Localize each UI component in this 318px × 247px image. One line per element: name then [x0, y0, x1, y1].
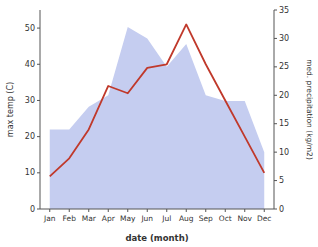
- axes: 0 10 20 30 40 50 0 5 10 15 20 25 30 35 Jan Feb Mar Apr May…: [25, 6, 289, 224]
- x-tick: [147, 209, 148, 212]
- x-axis-title: date (month): [125, 233, 188, 243]
- y2-tick-label: 5: [279, 176, 284, 185]
- x-tick: [127, 209, 128, 212]
- y2-tick: [274, 95, 277, 96]
- area: [50, 27, 265, 209]
- x-tick-label: Jul: [161, 214, 171, 223]
- x-tick: [244, 209, 245, 212]
- x-tick-label: Jan: [43, 214, 56, 223]
- y-tick-label: 10: [25, 168, 35, 177]
- y-tick: [37, 136, 40, 137]
- y2-tick-label: 0: [279, 205, 284, 214]
- y2-tick: [274, 209, 277, 210]
- x-tick-label: Feb: [63, 214, 77, 223]
- x-tick: [108, 209, 109, 212]
- y-tick-label: 20: [25, 132, 35, 141]
- x-tick: [166, 209, 167, 212]
- y2-tick: [274, 38, 277, 39]
- y-axis-title: max temp (C): [6, 82, 15, 137]
- y2-axis-line: [274, 10, 275, 209]
- y2-axis-title: med. precipitation (kg/m2): [305, 59, 314, 160]
- y-axis-line: [40, 10, 41, 209]
- y-tick-label: 40: [25, 60, 35, 69]
- y2-tick: [274, 123, 277, 124]
- y-tick: [37, 64, 40, 65]
- y2-tick: [274, 66, 277, 67]
- x-tick-label: Mar: [82, 214, 97, 223]
- y-tick-label: 30: [25, 96, 35, 105]
- line: [50, 24, 265, 176]
- x-axis-line: [40, 209, 274, 210]
- x-tick-label: Jun: [140, 214, 153, 223]
- y2-tick-label: 10: [279, 148, 289, 157]
- y-tick-label: 0: [30, 205, 35, 214]
- y-tick: [37, 172, 40, 173]
- plot-area: [50, 24, 265, 209]
- y2-tick-label: 35: [279, 6, 289, 15]
- x-tick-label: Dec: [257, 214, 272, 223]
- x-tick-label: Sep: [199, 214, 213, 223]
- y2-tick-label: 25: [279, 62, 289, 71]
- x-tick-label: Apr: [102, 214, 116, 223]
- x-tick: [225, 209, 226, 212]
- chart-container: 0 10 20 30 40 50 0 5 10 15 20 25 30 35 Jan Feb Mar Apr May…: [0, 0, 318, 247]
- y-tick-label: 50: [25, 24, 35, 33]
- x-tick: [69, 209, 70, 212]
- x-tick: [205, 209, 206, 212]
- x-tick: [186, 209, 187, 212]
- x-tick: [88, 209, 89, 212]
- x-tick: [49, 209, 50, 212]
- x-tick: [264, 209, 265, 212]
- x-tick-label: Oct: [219, 214, 232, 223]
- chart: 0 10 20 30 40 50 0 5 10 15 20 25 30 35 Jan Feb Mar Apr May…: [0, 0, 318, 247]
- y2-tick: [274, 152, 277, 153]
- y2-tick-label: 15: [279, 119, 289, 128]
- x-tick-label: May: [120, 214, 136, 223]
- y2-tick-label: 30: [279, 34, 289, 43]
- x-tick-label: Nov: [237, 214, 252, 223]
- y2-tick-label: 20: [279, 91, 289, 100]
- y-tick: [37, 28, 40, 29]
- y2-tick: [274, 180, 277, 181]
- x-tick-label: Aug: [179, 214, 194, 223]
- y2-tick: [274, 10, 277, 11]
- y-tick: [37, 209, 40, 210]
- y-tick: [37, 100, 40, 101]
